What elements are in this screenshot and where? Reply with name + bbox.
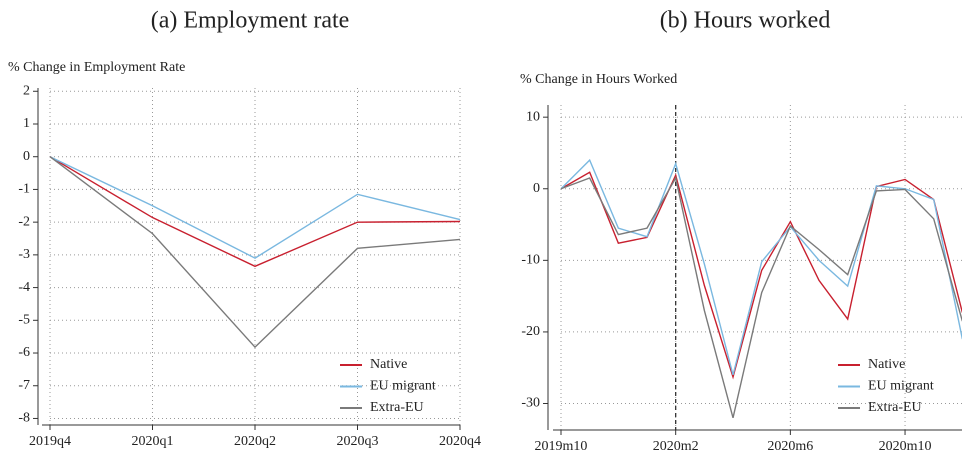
- chart-title: (b) Hours worked: [660, 8, 831, 34]
- legend-label: EU migrant: [868, 379, 934, 394]
- y-tick-label: -4: [18, 280, 30, 295]
- y-tick-label: -3: [18, 247, 30, 262]
- x-tick-label: 2020q4: [439, 434, 481, 449]
- y-tick-label: 0: [533, 181, 540, 196]
- y-tick-label: 0: [23, 149, 30, 164]
- y-tick-label: 10: [526, 109, 540, 124]
- legend-label: Extra-EU: [370, 400, 424, 415]
- legend-label: Native: [868, 357, 905, 372]
- y-tick-label: 1: [23, 116, 30, 131]
- legend-label: Native: [370, 357, 407, 372]
- y-tick-label: -5: [18, 313, 30, 328]
- x-tick-label: 2020q2: [234, 434, 276, 449]
- y-tick-label: -7: [18, 378, 30, 393]
- series-line: [560, 176, 962, 419]
- y-tick-label: -20: [521, 324, 540, 339]
- series-line: [49, 156, 461, 349]
- x-tick-label: 2020q3: [337, 434, 379, 449]
- x-tick-label: 2020m2: [653, 439, 699, 452]
- x-tick-label: 2020q1: [132, 434, 174, 449]
- y-tick-label: -6: [18, 345, 30, 360]
- y-tick-label: 2: [23, 83, 30, 98]
- x-tick-label: 2019m10: [535, 439, 588, 452]
- chart-title: (a) Employment rate: [151, 8, 350, 34]
- legend-label: EU migrant: [370, 379, 436, 394]
- y-tick-label: -30: [521, 396, 540, 411]
- y-tick-label: -1: [18, 182, 30, 197]
- y-tick-label: -8: [18, 411, 30, 426]
- y-axis-label: % Change in Hours Worked: [520, 72, 677, 87]
- x-tick-label: 2020m10: [879, 439, 932, 452]
- legend-label: Extra-EU: [868, 400, 922, 415]
- x-tick-label: 2020m6: [767, 439, 813, 452]
- y-tick-label: -2: [18, 214, 30, 229]
- y-tick-label: -10: [521, 253, 540, 268]
- series-line: [560, 158, 962, 376]
- x-tick-label: 2019q4: [29, 434, 71, 449]
- series-line: [49, 156, 461, 268]
- series-line: [560, 171, 962, 380]
- y-axis-label: % Change in Employment Rate: [8, 60, 185, 75]
- series-line: [49, 156, 461, 259]
